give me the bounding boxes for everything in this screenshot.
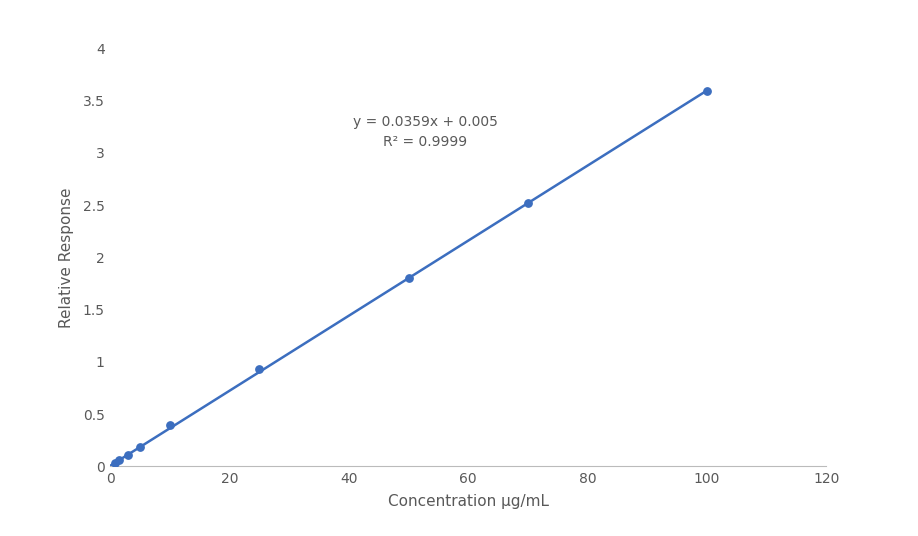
Point — [252, 364, 267, 373]
Point — [112, 456, 127, 464]
Point — [133, 443, 148, 451]
Point — [107, 459, 122, 467]
Point — [121, 450, 136, 459]
Point — [521, 199, 535, 208]
Text: y = 0.0359x + 0.005
R² = 0.9999: y = 0.0359x + 0.005 R² = 0.9999 — [353, 115, 498, 149]
X-axis label: Concentration µg/mL: Concentration µg/mL — [387, 494, 549, 509]
Point — [700, 86, 714, 95]
Point — [401, 274, 416, 282]
Point — [162, 421, 177, 429]
Y-axis label: Relative Response: Relative Response — [60, 187, 74, 327]
